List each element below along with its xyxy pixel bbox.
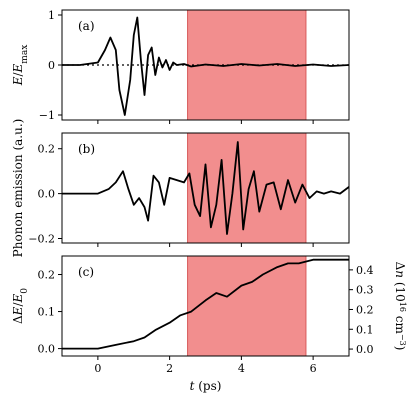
y-tick-label: 0.2 [38, 269, 56, 282]
x-tick-label: 2 [166, 362, 173, 375]
axes-frame [61, 132, 350, 244]
shaded-region [187, 255, 307, 357]
panel-b: 0.2 0.0 −0.2 (b) [28, 132, 350, 247]
y-axis-label-right: Δn (1016 cm−3) [393, 262, 408, 351]
y-tick-label: −1 [39, 109, 55, 122]
axes-frame [61, 255, 350, 357]
y-tick-label-right: 0.2 [356, 303, 374, 316]
panel-label: (b) [78, 142, 95, 156]
panel-a: 1 0 −1 (a) [39, 9, 350, 124]
series-line-0 [62, 258, 349, 350]
series-line-0 [62, 141, 350, 235]
y-tick-label: 0.1 [38, 306, 56, 319]
y-tick-label: 0 [48, 59, 55, 72]
y-axis-label-c: ΔE/E0 [11, 288, 30, 324]
y-tick-label: 0.0 [38, 188, 56, 201]
y-axis-label-b: Phonon emission (a.u.) [11, 119, 25, 258]
panel-c: 0 2 4 6 0.2 0.1 0.0 0.0 0.1 0.2 0.3 0.4 (c) [38, 255, 374, 375]
y-tick-label: −0.2 [28, 233, 55, 246]
y-tick-label: 0.2 [38, 143, 56, 156]
y-tick-label: 1 [48, 9, 55, 22]
y-tick-label: 0.0 [38, 343, 56, 356]
y-axis-label-a: E/Emax [11, 45, 30, 87]
x-axis-label: t (ps) [190, 379, 222, 393]
y-tick-label-right: 0.1 [356, 323, 374, 336]
y-tick-label-right: 0.0 [356, 343, 374, 356]
y-tick-label-right: 0.4 [356, 264, 374, 277]
y-tick-label-right: 0.3 [356, 284, 374, 297]
x-tick-label: 4 [238, 362, 245, 375]
shaded-region [187, 132, 307, 244]
x-tick-label: 6 [310, 362, 317, 375]
panel-label: (c) [78, 265, 94, 279]
series-line-0 [62, 16, 350, 116]
x-tick-label: 0 [94, 362, 101, 375]
panel-label: (a) [78, 19, 95, 33]
